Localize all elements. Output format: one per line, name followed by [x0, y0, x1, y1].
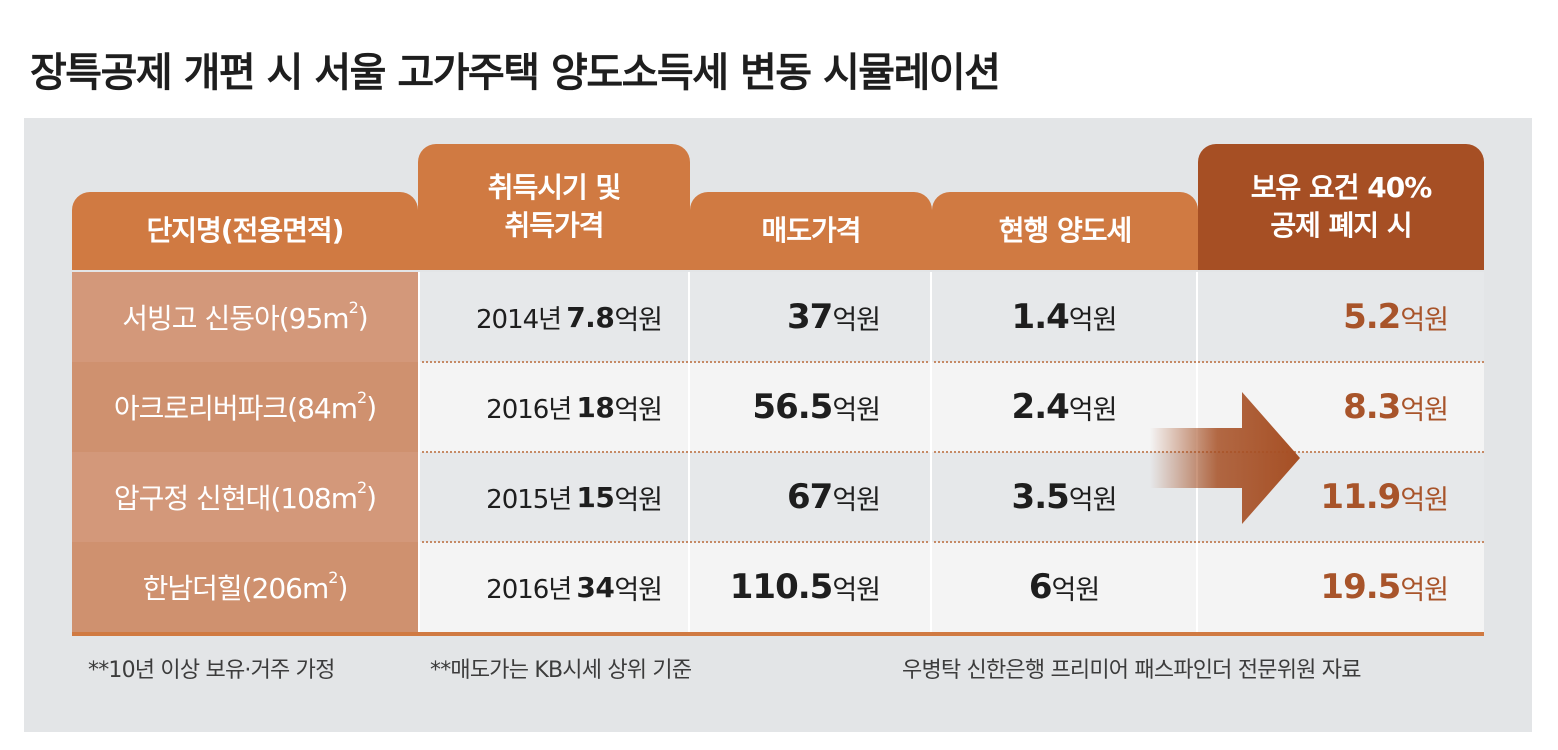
price-unit: 억원	[1068, 394, 1118, 426]
acquisition-cell: 2015년 15 억원	[418, 452, 688, 542]
price-unit: 억원	[1400, 304, 1449, 336]
acquisition-price: 15	[576, 480, 615, 514]
price-unit: 억원	[614, 574, 663, 606]
header-current-tax: 현행 양도세	[932, 192, 1198, 270]
new-tax: 19.5	[1320, 567, 1401, 607]
table-bottom-rule	[72, 632, 1484, 636]
price-unit: 억원	[614, 304, 663, 336]
sale-price: 37	[786, 297, 833, 337]
price-unit: 억원	[1400, 484, 1449, 516]
price-unit: 억원	[832, 304, 881, 336]
price-unit: 억원	[1400, 394, 1449, 426]
acquisition-cell: 2016년 18 억원	[418, 362, 688, 452]
price-unit: 억원	[614, 394, 663, 426]
sale-price-cell: 110.5 억원	[690, 542, 930, 632]
area-unit-superscript: 2	[348, 297, 359, 317]
sale-price-cell: 37 억원	[690, 272, 930, 362]
current-tax: 2.4	[1011, 387, 1070, 427]
acquisition-year: 2014년	[476, 304, 562, 335]
sale-price-cell: 67 억원	[690, 452, 930, 542]
price-unit: 억원	[614, 484, 663, 516]
complex-name-cell: 압구정 신현대(108m 2)	[72, 452, 418, 542]
new-tax-cell: 8.3 억원	[1198, 362, 1484, 452]
arrow-right-icon	[1150, 392, 1300, 524]
acquisition-price: 18	[576, 390, 615, 424]
complex-name-cell: 서빙고 신동아(95m 2)	[72, 272, 418, 362]
current-tax-cell: 1.4 억원	[932, 272, 1196, 362]
note-source: 우병탁 신한은행 프리미어 패스파인더 전문위원 자료	[902, 658, 1361, 683]
area-unit-superscript: 2	[357, 387, 367, 407]
row-divider	[418, 451, 1484, 453]
note-assumption: **10년 이상 보유·거주 가정	[88, 658, 335, 683]
current-tax: 6	[1028, 567, 1053, 607]
acquisition-cell: 2016년 34 억원	[418, 542, 688, 632]
acquisition-price: 7.8	[566, 300, 615, 334]
price-unit: 억원	[1400, 574, 1449, 606]
price-unit: 억원	[1068, 484, 1118, 516]
acquisition-year: 2016년	[486, 574, 572, 605]
header-acquisition: 취득시기 및 취득가격	[418, 144, 690, 270]
new-tax: 8.3	[1343, 387, 1401, 427]
column-divider	[930, 272, 932, 632]
complex-name-close: )	[357, 300, 369, 334]
note-price-basis: **매도가는 KB시세 상위 기준	[430, 658, 692, 683]
complex-name-close: )	[337, 570, 348, 604]
column-divider	[418, 272, 420, 632]
price-unit: 억원	[832, 574, 881, 606]
current-tax-cell: 6 억원	[932, 542, 1196, 632]
complex-name: 아크로리버파크(84m	[113, 392, 358, 425]
new-tax: 11.9	[1320, 477, 1401, 517]
sale-price: 67	[786, 477, 833, 517]
row-divider	[418, 541, 1484, 543]
current-tax-cell: 3.5 억원	[932, 452, 1196, 542]
price-unit: 억원	[1051, 574, 1100, 606]
header-sale-price: 매도가격	[690, 192, 932, 270]
price-unit: 억원	[1068, 304, 1118, 336]
new-tax: 5.2	[1343, 297, 1401, 337]
area-unit-superscript: 2	[356, 477, 367, 497]
complex-name-close: )	[366, 480, 377, 514]
new-tax-cell: 5.2 억원	[1198, 272, 1484, 362]
sale-price-cell: 56.5 억원	[690, 362, 930, 452]
complex-name: 서빙고 신동아(95m	[122, 302, 349, 335]
sale-price: 56.5	[752, 387, 833, 427]
price-unit: 억원	[832, 484, 881, 516]
current-tax-cell: 2.4 억원	[932, 362, 1196, 452]
area-unit-superscript: 2	[328, 567, 338, 587]
sale-price: 110.5	[729, 567, 834, 607]
current-tax: 1.4	[1011, 297, 1070, 337]
complex-name: 압구정 신현대(108m	[113, 482, 358, 515]
complex-name-cell: 한남더힐(206m 2)	[72, 542, 418, 632]
acquisition-year: 2015년	[486, 484, 572, 515]
column-divider	[688, 272, 690, 632]
acquisition-year: 2016년	[486, 394, 572, 425]
new-tax-cell: 19.5 억원	[1198, 542, 1484, 632]
price-unit: 억원	[832, 394, 881, 426]
current-tax: 3.5	[1011, 477, 1070, 517]
page-title: 장특공제 개편 시 서울 고가주택 양도소득세 변동 시뮬레이션	[30, 50, 1001, 96]
new-tax-cell: 11.9 억원	[1198, 452, 1484, 542]
complex-name-close: )	[366, 390, 377, 424]
header-new-tax: 보유 요건 40% 공제 폐지 시	[1198, 144, 1484, 270]
acquisition-cell: 2014년 7.8 억원	[418, 272, 688, 362]
row-divider	[418, 361, 1484, 363]
acquisition-price: 34	[576, 570, 615, 604]
header-complex-name: 단지명(전용면적)	[72, 192, 418, 270]
complex-name-cell: 아크로리버파크(84m 2)	[72, 362, 418, 452]
complex-name: 한남더힐(206m	[142, 572, 330, 605]
